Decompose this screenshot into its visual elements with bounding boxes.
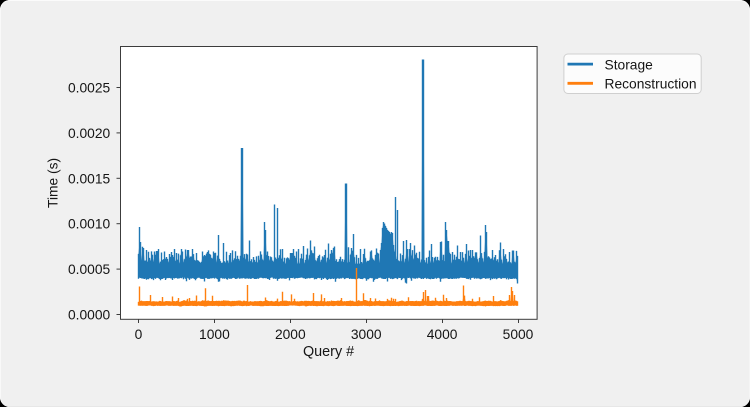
svg-text:0.0020: 0.0020: [68, 126, 111, 141]
svg-text:Reconstruction: Reconstruction: [605, 77, 697, 92]
svg-text:3000: 3000: [351, 327, 382, 342]
svg-text:0: 0: [135, 327, 143, 342]
svg-text:4000: 4000: [427, 327, 458, 342]
svg-text:1000: 1000: [199, 327, 230, 342]
svg-text:Time (s): Time (s): [45, 158, 60, 208]
svg-text:Query #: Query #: [303, 344, 354, 360]
svg-text:0.0005: 0.0005: [68, 262, 111, 277]
svg-text:0.0000: 0.0000: [68, 308, 111, 323]
svg-text:0.0015: 0.0015: [68, 171, 111, 186]
svg-text:0.0010: 0.0010: [68, 217, 111, 232]
svg-text:0.0025: 0.0025: [68, 81, 111, 96]
svg-text:Storage: Storage: [605, 58, 654, 73]
svg-text:5000: 5000: [503, 327, 534, 342]
svg-text:2000: 2000: [275, 327, 306, 342]
